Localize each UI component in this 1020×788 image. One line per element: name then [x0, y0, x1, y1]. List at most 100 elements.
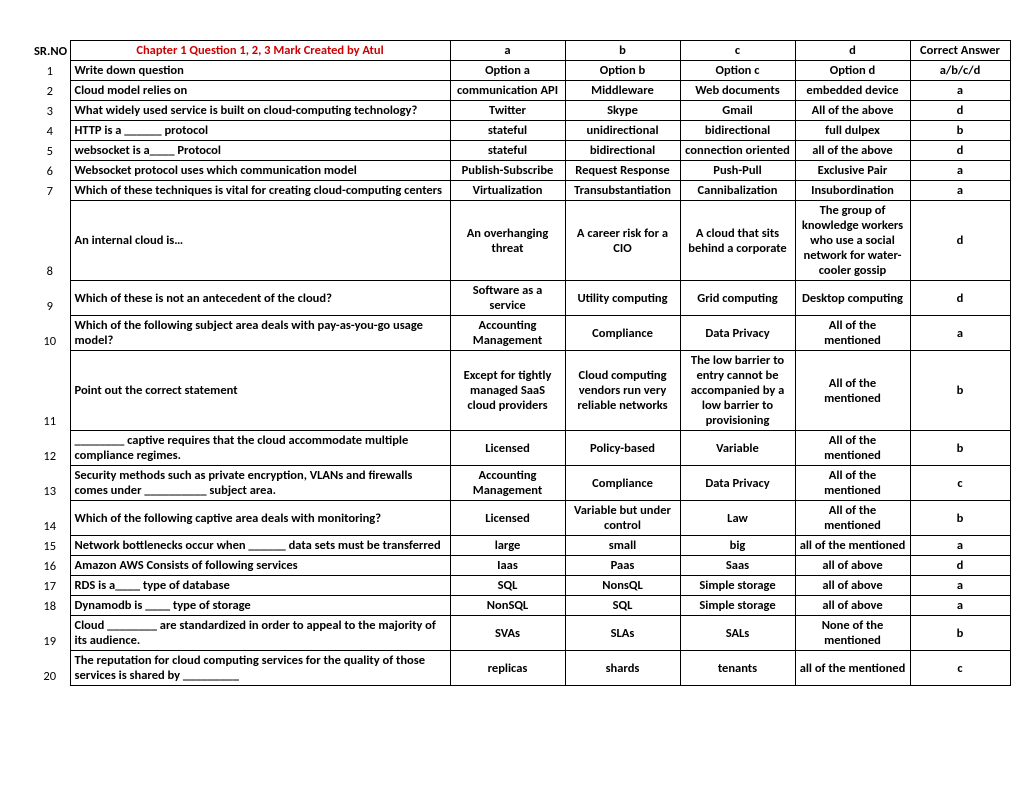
answer-cell: b [910, 501, 1010, 536]
option-c-cell: The low barrier to entry cannot be accom… [680, 351, 795, 431]
table-row: 12________ captive requires that the clo… [30, 431, 1010, 466]
answer-cell: d [910, 141, 1010, 161]
table-row: 13Security methods such as private encry… [30, 466, 1010, 501]
option-d-cell: full dulpex [795, 121, 910, 141]
answer-cell: d [910, 101, 1010, 121]
option-d-cell: all of above [795, 596, 910, 616]
table-row: 7Which of these techniques is vital for … [30, 181, 1010, 201]
option-c-cell: tenants [680, 651, 795, 686]
option-d-cell: all of the above [795, 141, 910, 161]
question-cell: Write down question [70, 61, 450, 81]
option-b-cell: small [565, 536, 680, 556]
srno-cell: 9 [30, 281, 70, 316]
srno-cell: 18 [30, 596, 70, 616]
question-cell: Cloud model relies on [70, 81, 450, 101]
option-a-cell: An overhanging threat [450, 201, 565, 281]
answer-cell: d [910, 556, 1010, 576]
table-row: 9Which of these is not an antecedent of … [30, 281, 1010, 316]
option-c-cell: Data Privacy [680, 466, 795, 501]
option-c-cell: bidirectional [680, 121, 795, 141]
question-cell: Point out the correct statement [70, 351, 450, 431]
option-c-cell: Simple storage [680, 596, 795, 616]
option-d-cell: All of the mentioned [795, 351, 910, 431]
option-b-cell: Transubstantiation [565, 181, 680, 201]
srno-cell: 1 [30, 61, 70, 81]
table-row: 1Write down questionOption aOption bOpti… [30, 61, 1010, 81]
option-b-cell: unidirectional [565, 121, 680, 141]
srno-cell: 14 [30, 501, 70, 536]
question-cell: Websocket protocol uses which communicat… [70, 161, 450, 181]
option-b-cell: Variable but under control [565, 501, 680, 536]
option-d-cell: None of the mentioned [795, 616, 910, 651]
option-c-cell: Web documents [680, 81, 795, 101]
option-c-cell: Cannibalization [680, 181, 795, 201]
question-cell: Which of these techniques is vital for c… [70, 181, 450, 201]
option-a-cell: Software as a service [450, 281, 565, 316]
table-row: 18Dynamodb is ____ type of storageNonSQL… [30, 596, 1010, 616]
answer-cell: c [910, 651, 1010, 686]
question-cell: websocket is a____ Protocol [70, 141, 450, 161]
answer-cell: b [910, 431, 1010, 466]
col-header-a: a [450, 41, 565, 61]
option-d-cell: All of the above [795, 101, 910, 121]
option-c-cell: Grid computing [680, 281, 795, 316]
option-c-cell: Law [680, 501, 795, 536]
option-b-cell: Compliance [565, 316, 680, 351]
option-d-cell: The group of knowledge workers who use a… [795, 201, 910, 281]
answer-cell: a [910, 161, 1010, 181]
option-c-cell: SALs [680, 616, 795, 651]
option-a-cell: Licensed [450, 501, 565, 536]
option-d-cell: All of the mentioned [795, 466, 910, 501]
option-b-cell: Utility computing [565, 281, 680, 316]
question-table: SR.NO Chapter 1 Question 1, 2, 3 Mark Cr… [30, 40, 1011, 686]
option-b-cell: bidirectional [565, 141, 680, 161]
table-row: 8An internal cloud is…An overhanging thr… [30, 201, 1010, 281]
option-a-cell: Virtualization [450, 181, 565, 201]
question-cell: RDS is a____ type of database [70, 576, 450, 596]
question-cell: Which of these is not an antecedent of t… [70, 281, 450, 316]
question-cell: Amazon AWS Consists of following service… [70, 556, 450, 576]
question-cell: ________ captive requires that the cloud… [70, 431, 450, 466]
option-a-cell: replicas [450, 651, 565, 686]
srno-cell: 2 [30, 81, 70, 101]
option-d-cell: all of the mentioned [795, 651, 910, 686]
option-b-cell: Policy-based [565, 431, 680, 466]
table-row: 16Amazon AWS Consists of following servi… [30, 556, 1010, 576]
question-cell: The reputation for cloud computing servi… [70, 651, 450, 686]
option-c-cell: Saas [680, 556, 795, 576]
option-d-cell: all of above [795, 576, 910, 596]
option-d-cell: All of the mentioned [795, 316, 910, 351]
question-cell: Which of the following captive area deal… [70, 501, 450, 536]
option-c-cell: Option c [680, 61, 795, 81]
table-row: 4HTTP is a ______ protocolstatefulunidir… [30, 121, 1010, 141]
table-row: 6Websocket protocol uses which communica… [30, 161, 1010, 181]
table-row: 11Point out the correct statementExcept … [30, 351, 1010, 431]
srno-cell: 6 [30, 161, 70, 181]
option-b-cell: Cloud computing vendors run very reliabl… [565, 351, 680, 431]
option-a-cell: stateful [450, 141, 565, 161]
option-d-cell: Desktop computing [795, 281, 910, 316]
option-b-cell: Paas [565, 556, 680, 576]
option-a-cell: Licensed [450, 431, 565, 466]
table-row: 10Which of the following subject area de… [30, 316, 1010, 351]
answer-cell: a [910, 576, 1010, 596]
answer-cell: b [910, 351, 1010, 431]
option-d-cell: all of above [795, 556, 910, 576]
question-cell: Network bottlenecks occur when ______ da… [70, 536, 450, 556]
option-a-cell: large [450, 536, 565, 556]
option-b-cell: shards [565, 651, 680, 686]
srno-cell: 11 [30, 351, 70, 431]
option-b-cell: SQL [565, 596, 680, 616]
question-cell: Security methods such as private encrypt… [70, 466, 450, 501]
option-a-cell: Twitter [450, 101, 565, 121]
answer-cell: a [910, 316, 1010, 351]
option-b-cell: A career risk for a CIO [565, 201, 680, 281]
srno-cell: 13 [30, 466, 70, 501]
option-c-cell: Data Privacy [680, 316, 795, 351]
option-b-cell: Middleware [565, 81, 680, 101]
question-cell: Which of the following subject area deal… [70, 316, 450, 351]
option-d-cell: Exclusive Pair [795, 161, 910, 181]
srno-cell: 10 [30, 316, 70, 351]
option-d-cell: All of the mentioned [795, 501, 910, 536]
option-b-cell: NonsQL [565, 576, 680, 596]
